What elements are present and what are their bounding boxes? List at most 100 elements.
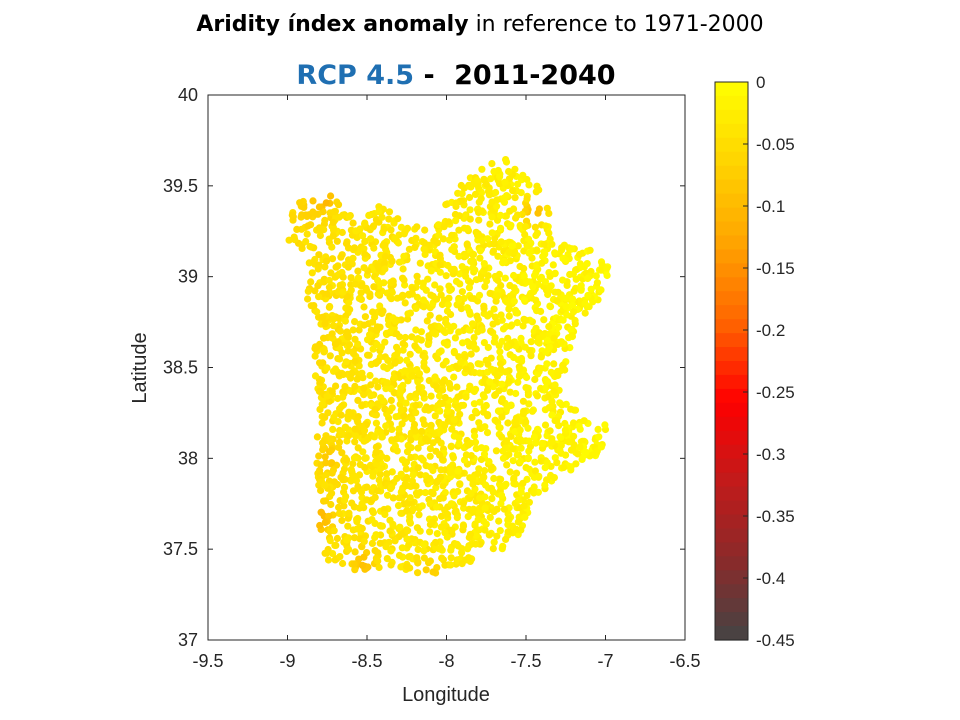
- scatter-point: [344, 333, 352, 341]
- scatter-point: [496, 348, 504, 356]
- scatter-point: [487, 175, 495, 183]
- scatter-point: [535, 472, 543, 480]
- scatter-point: [583, 260, 591, 268]
- scatter-point: [500, 194, 508, 202]
- scatter-point: [317, 508, 325, 516]
- scatter-point: [474, 297, 482, 305]
- scatter-point: [545, 323, 553, 331]
- scatter-point: [345, 213, 353, 221]
- chart-title-rest: in reference to 1971-2000: [475, 12, 764, 37]
- scatter-point: [525, 249, 533, 257]
- scatter-point: [328, 255, 337, 263]
- scatter-point: [530, 483, 538, 491]
- scatter-point: [571, 320, 579, 328]
- scatter-point: [389, 520, 397, 528]
- scatter-point: [462, 393, 470, 401]
- scatter-point: [503, 298, 511, 306]
- scatter-point: [381, 265, 389, 273]
- scatter-point: [321, 216, 329, 224]
- scatter-point: [350, 244, 359, 252]
- scatter-point: [496, 180, 504, 188]
- scatter-point: [338, 516, 346, 525]
- scatter-point: [415, 370, 423, 378]
- scatter-point: [397, 470, 405, 478]
- scatter-point: [527, 352, 535, 360]
- colorbar: 0 -0.05 -0.1 -0.15 -0.2 -0.25 -0.3 -0.35 -0.4 -0.…: [714, 73, 795, 650]
- scatter-point: [412, 409, 420, 417]
- scatter-point: [495, 387, 503, 395]
- chart-title: Aridity índex anomaly in reference to 19…: [0, 12, 960, 37]
- scatter-point: [329, 232, 337, 240]
- scatter-point: [488, 198, 496, 206]
- scatter-point: [407, 444, 415, 452]
- scatter-point: [522, 217, 531, 225]
- scatter-point: [426, 528, 434, 536]
- scatter-point: [359, 232, 367, 240]
- scatter-point: [554, 288, 562, 296]
- scatter-point: [527, 338, 535, 346]
- scatter-point: [406, 494, 414, 502]
- scatter-point: [570, 308, 578, 316]
- scatter-point: [379, 241, 387, 250]
- scatter-point: [531, 458, 539, 466]
- scatter-point: [321, 481, 329, 489]
- scatter-point: [467, 183, 475, 191]
- scatter-point: [348, 499, 356, 507]
- scatter-point: [453, 540, 461, 548]
- scatter-point: [466, 557, 474, 566]
- scatter-point: [558, 244, 566, 252]
- scatter-point: [458, 288, 466, 296]
- scatter-point: [517, 444, 525, 452]
- colorbar-segment: [715, 444, 748, 460]
- scatter-point: [455, 296, 463, 304]
- colorbar-segment: [715, 165, 748, 181]
- scatter-point: [321, 263, 329, 271]
- scatter-point: [405, 290, 413, 298]
- scatter-point: [336, 355, 344, 363]
- scatter-point: [502, 368, 510, 376]
- scatter-point: [439, 327, 447, 335]
- scatter-point: [315, 452, 323, 460]
- scatter-point: [488, 229, 496, 237]
- scatter-point: [393, 447, 401, 455]
- scatter-point: [436, 451, 444, 459]
- scatter-point: [337, 473, 345, 481]
- subtitle-period: 2011-2040: [454, 60, 616, 91]
- colorbar-segment: [715, 249, 748, 264]
- scatter-point: [334, 201, 343, 209]
- scatter-point: [436, 407, 444, 415]
- scatter-point: [474, 470, 482, 478]
- scatter-point: [576, 443, 584, 451]
- scatter-point: [358, 401, 366, 409]
- scatter-point: [435, 314, 443, 322]
- scatter-point: [374, 276, 382, 285]
- scatter-point: [337, 411, 345, 419]
- scatter-point: [442, 357, 450, 365]
- scatter-point: [421, 353, 429, 361]
- scatter-point: [592, 272, 600, 280]
- colorbar-segment: [715, 277, 748, 292]
- scatter-point: [444, 261, 452, 270]
- scatter-point: [414, 559, 422, 567]
- scatter-point: [570, 441, 578, 449]
- scatter-point: [369, 472, 377, 480]
- scatter-point: [412, 489, 421, 497]
- scatter-point: [349, 219, 357, 227]
- scatter-point: [481, 467, 489, 475]
- scatter-point: [308, 269, 316, 277]
- x-tick-label: -6.5: [669, 651, 700, 671]
- scatter-point: [450, 347, 458, 356]
- scatter-point: [325, 283, 333, 291]
- scatter-point: [375, 476, 383, 484]
- scatter-point: [467, 294, 475, 302]
- scatter-point: [494, 166, 502, 175]
- scatter-point: [507, 322, 515, 330]
- scatter-point: [486, 513, 494, 522]
- scatter-point: [386, 407, 394, 415]
- scatter-point: [376, 539, 384, 547]
- scatter-point: [397, 406, 405, 414]
- scatter-point: [482, 180, 490, 188]
- scatter-point: [327, 192, 335, 200]
- scatter-point: [411, 427, 419, 435]
- scatter-point: [535, 334, 543, 343]
